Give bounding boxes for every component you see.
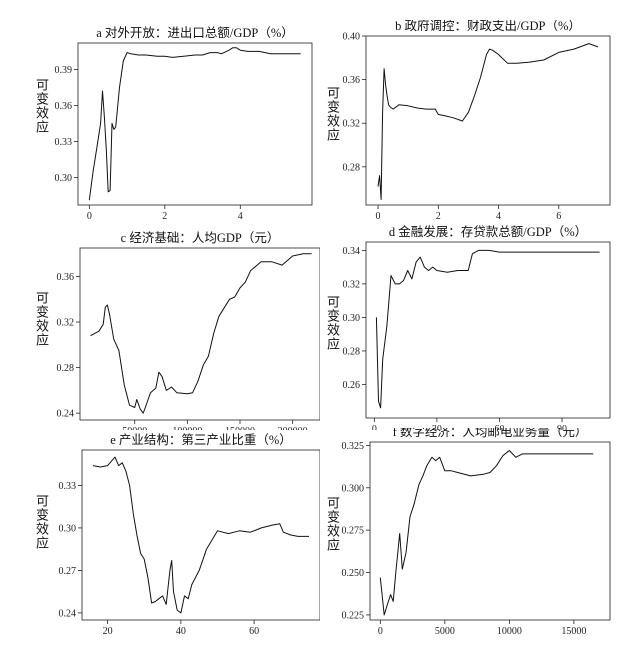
plot-frame — [77, 42, 313, 206]
chart-title: f 数字经济：人均邮电业务量（元） — [393, 428, 588, 439]
chart-svg: f 数字经济：人均邮电业务量（元） 0.225 0.250 0.275 0.300 0.3… — [342, 428, 611, 637]
y-tick-label: 0.34 — [343, 246, 361, 257]
y-axis-label: 可变效应 — [33, 494, 48, 550]
y-tick-label: 0.28 — [57, 363, 75, 374]
panel-a: a 对外开放：进出口总额/GDP（%） 0.30 0.33 0.36 0.39 0 2 4 可… — [30, 20, 320, 225]
series-line — [379, 450, 594, 616]
y-tick-label: 0.36 — [57, 272, 75, 283]
y-tick-label: 0.27 — [59, 566, 77, 577]
y-tick-label: 0.32 — [57, 318, 75, 329]
y-tick-label: 0.275 — [342, 526, 365, 537]
y-axis-label: 可变效应 — [33, 291, 48, 347]
chart-svg: a 对外开放：进出口总额/GDP（%） 0.30 0.33 0.36 0.39 0 2 4 — [55, 25, 313, 222]
plot-frame — [81, 449, 320, 621]
chart-title: c 经济基础：人均GDP（元） — [121, 230, 280, 245]
y-tick-label: 0.30 — [343, 313, 361, 324]
y-tick-label: 0.325 — [342, 441, 365, 452]
y-axis-label: 可变效应 — [324, 496, 339, 552]
y-tick-label: 0.225 — [342, 610, 365, 621]
chart-svg: c 经济基础：人均GDP（元） 0.24 0.28 0.32 0.36 50000 1000… — [57, 230, 320, 430]
x-tick-label: 100000 — [172, 426, 202, 430]
chart-title: d 金融发展：存贷款总额/GDP（%） — [389, 225, 587, 239]
y-tick-label: 0.24 — [59, 608, 77, 619]
y-tick-label: 0.30 — [59, 523, 77, 534]
series-line — [88, 47, 301, 201]
chart-title: a 对外开放：进出口总额/GDP（%） — [96, 25, 294, 40]
y-tick-label: 0.28 — [343, 162, 361, 173]
y-tick-label: 0.24 — [57, 409, 75, 420]
series-line — [375, 249, 600, 409]
x-tick-label: 4 — [238, 211, 243, 222]
chart-title: b 政府调控：财政支出/GDP（%） — [395, 20, 581, 33]
y-tick-label: 0.300 — [342, 483, 365, 494]
x-tick-label: 15000 — [561, 626, 586, 637]
panel-d: d 金融发展：存贷款总额/GDP（%） 0.26 0.28 0.30 0.32 0.34 0… — [320, 225, 615, 430]
plot-frame — [365, 241, 611, 419]
y-tick-label: 0.36 — [55, 101, 73, 112]
y-tick-label: 0.39 — [55, 65, 73, 76]
y-axis-label: 可变效应 — [33, 78, 48, 134]
y-tick-label: 0.32 — [343, 119, 361, 130]
x-tick-label: 90 — [557, 424, 567, 430]
x-tick-label: 0 — [372, 424, 377, 430]
y-tick-label: 0.26 — [343, 380, 361, 391]
y-tick-label: 0.33 — [59, 481, 77, 492]
y-tick-label: 0.32 — [343, 279, 361, 290]
x-tick-label: 2 — [436, 211, 441, 222]
plot-frame — [79, 247, 320, 421]
series-line — [90, 253, 312, 414]
x-tick-label: 20 — [103, 626, 113, 637]
y-tick-label: 0.40 — [343, 32, 361, 43]
x-tick-label: 4 — [496, 211, 501, 222]
y-tick-label: 0.36 — [343, 75, 361, 86]
y-tick-label: 0.33 — [55, 137, 73, 148]
y-tick-label: 0.28 — [343, 346, 361, 357]
y-axis-label: 可变效应 — [324, 86, 339, 142]
x-tick-label: 0 — [87, 211, 92, 222]
y-tick-label: 0.30 — [55, 173, 73, 184]
x-tick-label: 10000 — [497, 626, 522, 637]
chart-title: e 产业结构：第三产业比重（%） — [110, 432, 292, 447]
plot-frame — [365, 35, 611, 206]
x-tick-label: 40 — [176, 626, 186, 637]
x-tick-label: 200000 — [278, 426, 308, 430]
plot-frame — [369, 441, 611, 621]
chart-svg: e 产业结构：第三产业比重（%） 0.24 0.27 0.30 0.33 20 40 60 — [59, 432, 320, 637]
x-tick-label: 5000 — [435, 626, 455, 637]
x-tick-label: 0 — [378, 626, 383, 637]
x-tick-label: 30 — [432, 424, 442, 430]
y-axis-label: 可变效应 — [324, 295, 339, 351]
panel-c: c 经济基础：人均GDP（元） 0.24 0.28 0.32 0.36 50000 1000… — [30, 225, 320, 430]
chart-svg: b 政府调控：财政支出/GDP（%） 0.28 0.32 0.36 0.40 0 2 4 6 — [343, 20, 611, 222]
y-tick-label: 0.250 — [342, 568, 365, 579]
series-line — [92, 456, 309, 614]
x-tick-label: 2 — [162, 211, 167, 222]
series-line — [377, 43, 599, 200]
x-tick-label: 6 — [556, 211, 561, 222]
x-tick-label: 60 — [249, 626, 259, 637]
panel-f: f 数字经济：人均邮电业务量（元） 0.225 0.250 0.275 0.300 0.3… — [320, 428, 615, 638]
x-tick-label: 50000 — [122, 426, 147, 430]
chart-svg: d 金融发展：存贷款总额/GDP（%） 0.26 0.28 0.30 0.32 0.34 0… — [343, 225, 611, 430]
x-tick-label: 60 — [494, 424, 504, 430]
panel-b: b 政府调控：财政支出/GDP（%） 0.28 0.32 0.36 0.40 0 2 4 6 可… — [320, 20, 615, 225]
x-tick-label: 150000 — [225, 426, 255, 430]
x-tick-label: 0 — [376, 211, 381, 222]
panel-e: e 产业结构：第三产业比重（%） 0.24 0.27 0.30 0.33 20 40 60 可… — [30, 428, 320, 638]
